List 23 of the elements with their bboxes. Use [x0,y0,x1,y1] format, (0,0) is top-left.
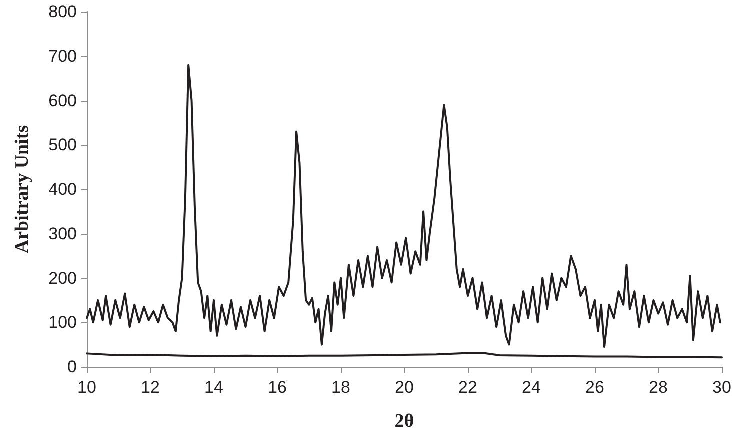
line-series [86,64,722,348]
y-tick-label: 800 [48,2,77,22]
y-tick-label: 500 [48,136,77,155]
y-tick-label: 700 [48,46,77,66]
x-tick-label: 18 [332,378,350,397]
x-tick-label: 24 [522,378,541,397]
x-tick-label: 22 [458,378,478,397]
y-tick-label: 600 [48,91,77,110]
x-tick-label: 28 [649,378,668,397]
x-tick-label: 12 [141,378,160,397]
y-tick-label: 200 [48,268,77,288]
x-tick-label: 10 [78,378,96,397]
x-tick-label: 20 [395,378,414,397]
x-tick-label: 16 [268,378,287,397]
y-tick-label: 300 [48,224,77,244]
x-axis-title: 2θ [394,411,414,432]
x-tick-label: 14 [204,378,224,397]
y-axis-title: Arbitrary Units [12,125,33,254]
y-tick-label: 0 [68,358,77,376]
y-tick-label: 400 [48,180,77,199]
y-tick-label: 100 [48,313,77,332]
x-tick-label: 30 [712,378,732,397]
x-tick-label: 26 [586,378,604,397]
